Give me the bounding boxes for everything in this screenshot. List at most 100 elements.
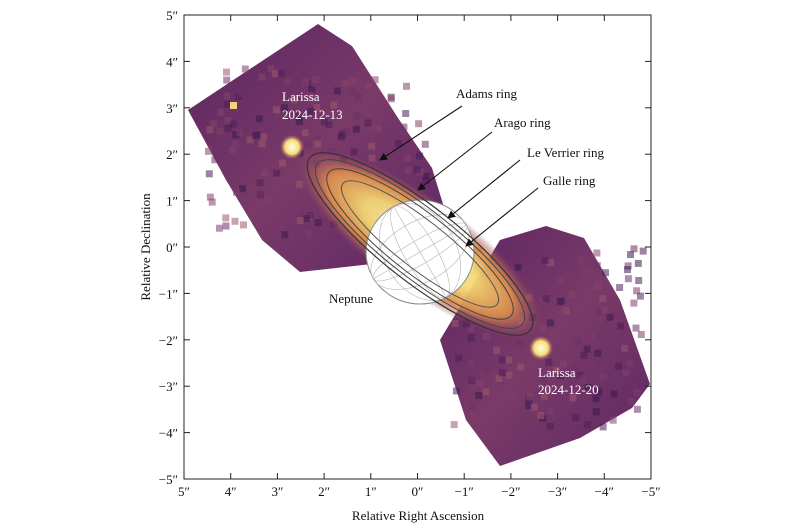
noise-pixel [537, 286, 545, 294]
noise-pixel [259, 85, 266, 93]
arago-ring-arrow [417, 131, 493, 191]
x-tick-label: 2″ [318, 484, 330, 499]
noise-pixel [301, 77, 309, 85]
noise-pixel [264, 195, 272, 203]
noise-pixel [468, 351, 475, 359]
y-tick-label: 3″ [166, 101, 178, 116]
noise-pixel [223, 76, 231, 84]
adams-ring-label: Adams ring [456, 86, 518, 101]
noise-pixel [231, 217, 239, 225]
noise-pixel [241, 65, 249, 73]
galle-ring-ellipse [340, 180, 500, 308]
noise-pixel [352, 112, 360, 120]
noise-pixel [222, 214, 230, 222]
noise-pixel [232, 131, 240, 139]
noise-pixel [569, 394, 577, 402]
noise-pixel [415, 120, 423, 128]
noise-pixel [595, 388, 603, 396]
noise-pixel [330, 101, 338, 109]
noise-pixel [333, 87, 341, 95]
noise-pixel [290, 96, 298, 104]
noise-pixel [541, 257, 549, 264]
noise-pixel [349, 78, 357, 85]
noise-pixel [601, 306, 609, 314]
neptune-label: Neptune [329, 291, 373, 306]
noise-pixel [240, 221, 247, 229]
noise-pixel [304, 139, 312, 147]
noise-pixel [295, 118, 303, 126]
noise-pixel [530, 403, 538, 411]
noise-pixel [265, 125, 273, 132]
noise-pixel [314, 219, 322, 227]
noise-pixel [636, 292, 644, 300]
noise-pixel [469, 402, 477, 410]
noise-pixel [609, 416, 617, 424]
noise-pixel [572, 414, 580, 421]
noise-pixel [595, 333, 603, 341]
y-tick-label: −1″ [159, 286, 178, 301]
noise-pixel [571, 362, 578, 370]
noise-pixel [574, 338, 582, 346]
y-axis-title: Relative Declination [138, 193, 153, 301]
noise-pixel [399, 145, 407, 152]
y-tick-label: −4″ [159, 426, 178, 441]
noise-pixel [450, 421, 458, 429]
noise-pixel [468, 376, 476, 384]
noise-pixel [305, 229, 313, 237]
y-tick-label: −2″ [159, 333, 178, 348]
larissa-1213-date: 2024-12-13 [282, 107, 343, 122]
noise-pixel [256, 190, 264, 198]
noise-pixel [467, 334, 475, 342]
galle-ring-arrow [465, 187, 539, 247]
noise-pixel [343, 128, 351, 135]
le-verrier-ring-arrow [447, 159, 521, 219]
x-tick-label: 1″ [365, 484, 377, 499]
noise-pixel [223, 92, 231, 100]
noise-pixel [639, 247, 647, 255]
noise-pixel [217, 108, 225, 116]
noise-pixel [342, 79, 350, 87]
noise-pixel [267, 65, 275, 72]
noise-pixel [222, 222, 230, 230]
x-tick-label: −4″ [595, 484, 614, 499]
noise-pixel [624, 266, 631, 274]
neptune-globe [365, 199, 475, 305]
noise-pixel [568, 290, 576, 298]
noise-pixel [557, 372, 565, 380]
noise-pixel [365, 82, 373, 90]
noise-pixel [621, 344, 629, 352]
noise-pixel [596, 359, 604, 367]
noise-pixel [339, 130, 347, 138]
noise-pixel [580, 352, 588, 360]
noise-pixel [246, 136, 254, 144]
noise-pixel [526, 393, 534, 401]
noise-pixel [540, 392, 548, 400]
y-tick-label: 2″ [166, 147, 178, 162]
noise-pixel [306, 91, 314, 99]
noise-pixel [402, 110, 410, 117]
y-tick-label: −3″ [159, 379, 178, 394]
noise-pixel [584, 421, 592, 429]
x-axis: 5″ 4″ 3″ 2″ 1″ 0″ −1″ −2″ −3″ −4″ −5″ [178, 15, 661, 499]
noise-pixel [452, 387, 460, 395]
noise-pixel [284, 78, 292, 86]
noise-pixel [216, 127, 224, 135]
noise-pixel [635, 277, 643, 284]
x-tick-label: −2″ [501, 484, 520, 499]
noise-pixel [271, 70, 279, 77]
noise-pixel [206, 126, 214, 134]
noise-pixel [633, 388, 641, 396]
noise-pixel [258, 140, 266, 148]
x-axis-title: Relative Right Ascension [352, 508, 485, 523]
noise-pixel [594, 349, 602, 357]
x-tick-label: 0″ [412, 484, 424, 499]
noise-pixel [581, 269, 589, 276]
noise-pixel [505, 356, 513, 364]
noise-pixel [560, 306, 568, 314]
larissa-1220-name: Larissa [538, 365, 576, 380]
x-tick-label: 4″ [225, 484, 237, 499]
noise-pixel [505, 371, 513, 379]
noise-pixel [295, 113, 303, 121]
noise-pixel [371, 76, 379, 84]
